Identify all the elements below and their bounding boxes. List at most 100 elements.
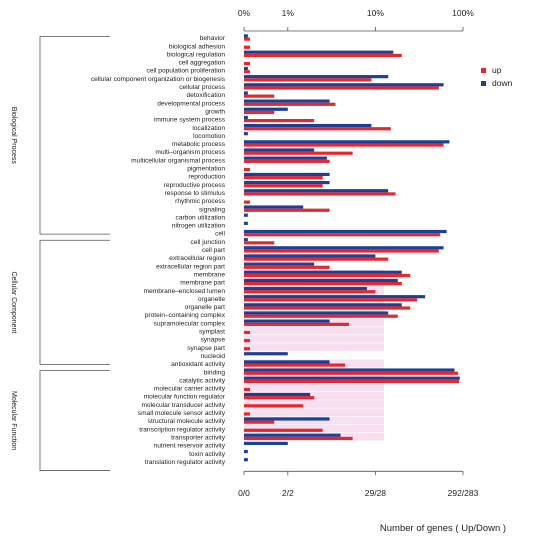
category-label: cellular process — [179, 84, 226, 91]
category-label: extracellular region part — [156, 263, 225, 270]
category-label: cell junction — [191, 239, 226, 246]
top-axis: 0% 1% 10% 100% — [238, 8, 474, 32]
legend: up down — [481, 65, 513, 88]
category-label: multicellular organismal process — [131, 157, 226, 164]
category-label: pigmentation — [187, 166, 225, 173]
category-label: transcription regulator activity — [139, 426, 225, 433]
bar-down — [244, 246, 444, 250]
category-label: supramolecular complex — [154, 320, 226, 327]
bar-up — [244, 314, 398, 318]
bar-down — [244, 458, 248, 462]
bar-up — [244, 176, 323, 180]
bar-up — [244, 412, 250, 416]
bar-down — [244, 75, 389, 79]
bar-up — [244, 151, 353, 155]
category-label: reproduction — [188, 174, 225, 181]
bar-down — [244, 123, 372, 128]
bar-up — [244, 428, 323, 432]
bar-up — [244, 94, 275, 98]
category-label: nitrogen utilization — [172, 223, 225, 230]
bar-up — [244, 184, 323, 188]
top-tick-label: 1% — [282, 8, 295, 18]
bar-up — [244, 70, 250, 74]
bar-up — [244, 436, 353, 441]
category-label: carbon utilization — [176, 214, 226, 221]
category-label: detoxification — [187, 92, 226, 99]
row-highlight — [244, 326, 384, 335]
category-label: catalytic activity — [179, 377, 226, 384]
row-highlight — [244, 383, 384, 392]
category-label: small molecule sensor activity — [138, 410, 226, 417]
bottom-tick-label: 29/28 — [365, 488, 387, 498]
x-axis-label: Number of genes ( Up/Down ) — [380, 523, 506, 534]
bar-up — [244, 200, 250, 204]
category-label: rhythmic process — [175, 198, 226, 205]
category-label: protein–containing complex — [145, 312, 226, 319]
group-label: Cellular Component — [10, 271, 17, 333]
bar-up — [244, 110, 275, 115]
bar-up — [244, 102, 336, 106]
category-label: nucleoid — [200, 353, 225, 360]
bar-up — [244, 127, 391, 131]
bar-up — [244, 298, 418, 302]
bar-down — [244, 148, 315, 152]
category-label: response to stimulus — [165, 190, 226, 197]
bar-up — [244, 208, 330, 212]
category-label: symplast — [199, 329, 225, 336]
category-label: developmental process — [157, 100, 226, 107]
bar-up — [244, 78, 372, 82]
bar-up — [244, 347, 250, 351]
bar-up — [244, 290, 376, 294]
bar-up — [244, 282, 402, 286]
category-label: growth — [205, 108, 225, 115]
bar-down — [244, 115, 248, 119]
bar-down — [244, 132, 248, 136]
top-tick-label: 0% — [238, 8, 251, 18]
bar-down — [244, 50, 394, 54]
bar-up — [244, 249, 439, 253]
bar-down — [244, 156, 327, 160]
bar-down — [244, 376, 460, 380]
category-label: cellular component organization or bioge… — [91, 76, 226, 83]
group-bracket — [39, 239, 110, 365]
row-highlight — [244, 335, 384, 343]
bar-down — [244, 140, 450, 144]
bar-up — [244, 45, 250, 49]
category-label: locomotion — [193, 133, 225, 140]
bar-down — [244, 181, 330, 185]
category-label: synapse part — [187, 345, 225, 352]
bar-down — [244, 433, 341, 437]
category-label: binding — [204, 369, 226, 376]
legend-swatch-up — [481, 68, 486, 73]
category-label: molecular carrier activity — [154, 386, 226, 393]
bars — [244, 34, 460, 462]
legend-label-up: up — [492, 65, 502, 75]
bar-up — [244, 86, 439, 90]
bar-down — [244, 229, 447, 234]
category-label: transporter activity — [171, 434, 226, 441]
row-highlight — [244, 400, 384, 408]
group-brackets: Biological Process Cellular Component Mole… — [10, 36, 110, 471]
bar-down — [244, 221, 248, 225]
bar-up — [244, 61, 250, 66]
category-label: multi–organism process — [155, 149, 225, 156]
category-label: antioxidant activity — [171, 361, 226, 368]
group-bracket — [39, 36, 110, 235]
category-label: metabolic process — [172, 141, 226, 148]
bar-up — [244, 379, 459, 383]
bar-down — [244, 99, 330, 103]
bar-down — [244, 311, 389, 315]
legend-swatch-down — [481, 81, 486, 86]
bottom-tick-label: 0/0 — [238, 488, 250, 498]
bar-down — [244, 83, 444, 87]
bar-down — [244, 270, 402, 274]
bar-down — [244, 303, 402, 307]
bar-down — [244, 278, 398, 282]
bar-up — [244, 273, 411, 278]
bar-down — [244, 360, 330, 364]
bar-down — [244, 107, 288, 111]
bar-up — [244, 363, 346, 367]
category-label: reproductive process — [164, 182, 226, 189]
bar-up — [244, 420, 275, 424]
